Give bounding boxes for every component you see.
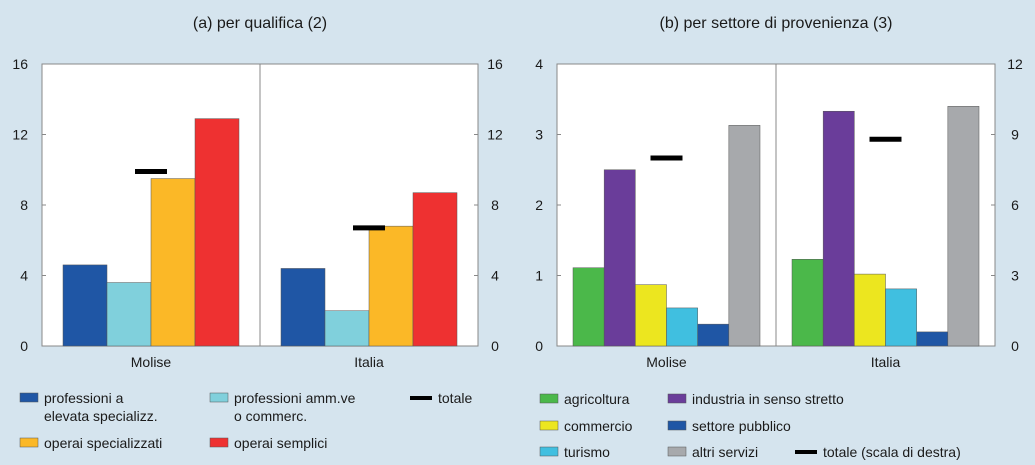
legend-swatch: [667, 420, 687, 431]
y-tick-label: 3: [535, 127, 543, 143]
y-tick-label: 2: [535, 197, 543, 213]
legend-swatch: [667, 446, 687, 457]
y2-tick-label: 0: [1011, 338, 1019, 354]
chart-title: (b) per settore di provenienza (3): [660, 15, 893, 32]
y2-tick-label: 12: [1007, 56, 1023, 72]
y2-tick-label: 8: [491, 197, 499, 213]
bar: [412, 192, 458, 347]
legend-label: totale: [438, 390, 472, 406]
y2-tick-label: 12: [487, 127, 503, 143]
x-tick-label: Molise: [646, 354, 687, 370]
bar: [324, 310, 370, 347]
legend-label: altri servizi: [692, 444, 758, 460]
y2-tick-label: 3: [1011, 268, 1019, 284]
y2-tick-label: 16: [487, 56, 503, 72]
y-tick-label: 1: [535, 268, 543, 284]
legend-swatch: [209, 392, 229, 403]
bar: [916, 331, 949, 347]
legend-swatch: [539, 393, 559, 404]
bar: [603, 169, 636, 347]
x-tick-label: Molise: [131, 354, 172, 370]
legend-label: agricoltura: [564, 391, 630, 407]
bar: [822, 110, 855, 347]
y2-tick-label: 4: [491, 268, 499, 284]
legend-label: totale (scala di destra): [823, 444, 961, 460]
legend-swatch: [19, 392, 39, 403]
legend-label: settore pubblico: [692, 418, 791, 434]
bar: [947, 106, 980, 347]
y-tick-label: 4: [535, 56, 543, 72]
bar: [697, 323, 730, 347]
legend-label: commercio: [564, 418, 633, 434]
y-tick-label: 0: [535, 338, 543, 354]
bar: [728, 125, 761, 347]
bar: [635, 284, 667, 347]
y-tick-label: 12: [12, 127, 28, 143]
bar: [368, 225, 414, 347]
bar: [854, 273, 886, 347]
legend-label: industria in senso stretto: [692, 391, 844, 407]
legend-swatch: [667, 393, 687, 404]
bar: [150, 178, 196, 347]
legend-label: professioni a elevata specializz.: [44, 390, 158, 424]
bar: [106, 282, 152, 347]
legend-swatch: [19, 437, 39, 448]
legend-label: professioni amm.ve o commerc.: [234, 390, 356, 424]
x-tick-label: Italia: [871, 354, 901, 370]
x-tick-label: Italia: [354, 354, 384, 370]
bar: [572, 267, 605, 347]
y2-tick-label: 0: [491, 338, 499, 354]
legend-swatch: [209, 437, 229, 448]
bar: [280, 268, 326, 347]
bar: [885, 288, 917, 347]
y-tick-label: 8: [20, 197, 28, 213]
y2-tick-label: 6: [1011, 197, 1019, 213]
legend-label: turismo: [564, 444, 610, 460]
y-tick-label: 4: [20, 268, 28, 284]
bar: [791, 259, 824, 347]
bar: [666, 307, 698, 347]
y2-tick-label: 9: [1011, 127, 1019, 143]
legend-label: operai semplici: [234, 435, 327, 451]
bar: [62, 264, 108, 347]
legend-label: operai specializzati: [44, 435, 162, 451]
chart-title: (a) per qualifica (2): [193, 15, 327, 32]
y-tick-label: 0: [20, 338, 28, 354]
legend-swatch: [539, 446, 559, 457]
bar: [194, 118, 240, 347]
legend-swatch: [539, 420, 559, 431]
y-tick-label: 16: [12, 56, 28, 72]
